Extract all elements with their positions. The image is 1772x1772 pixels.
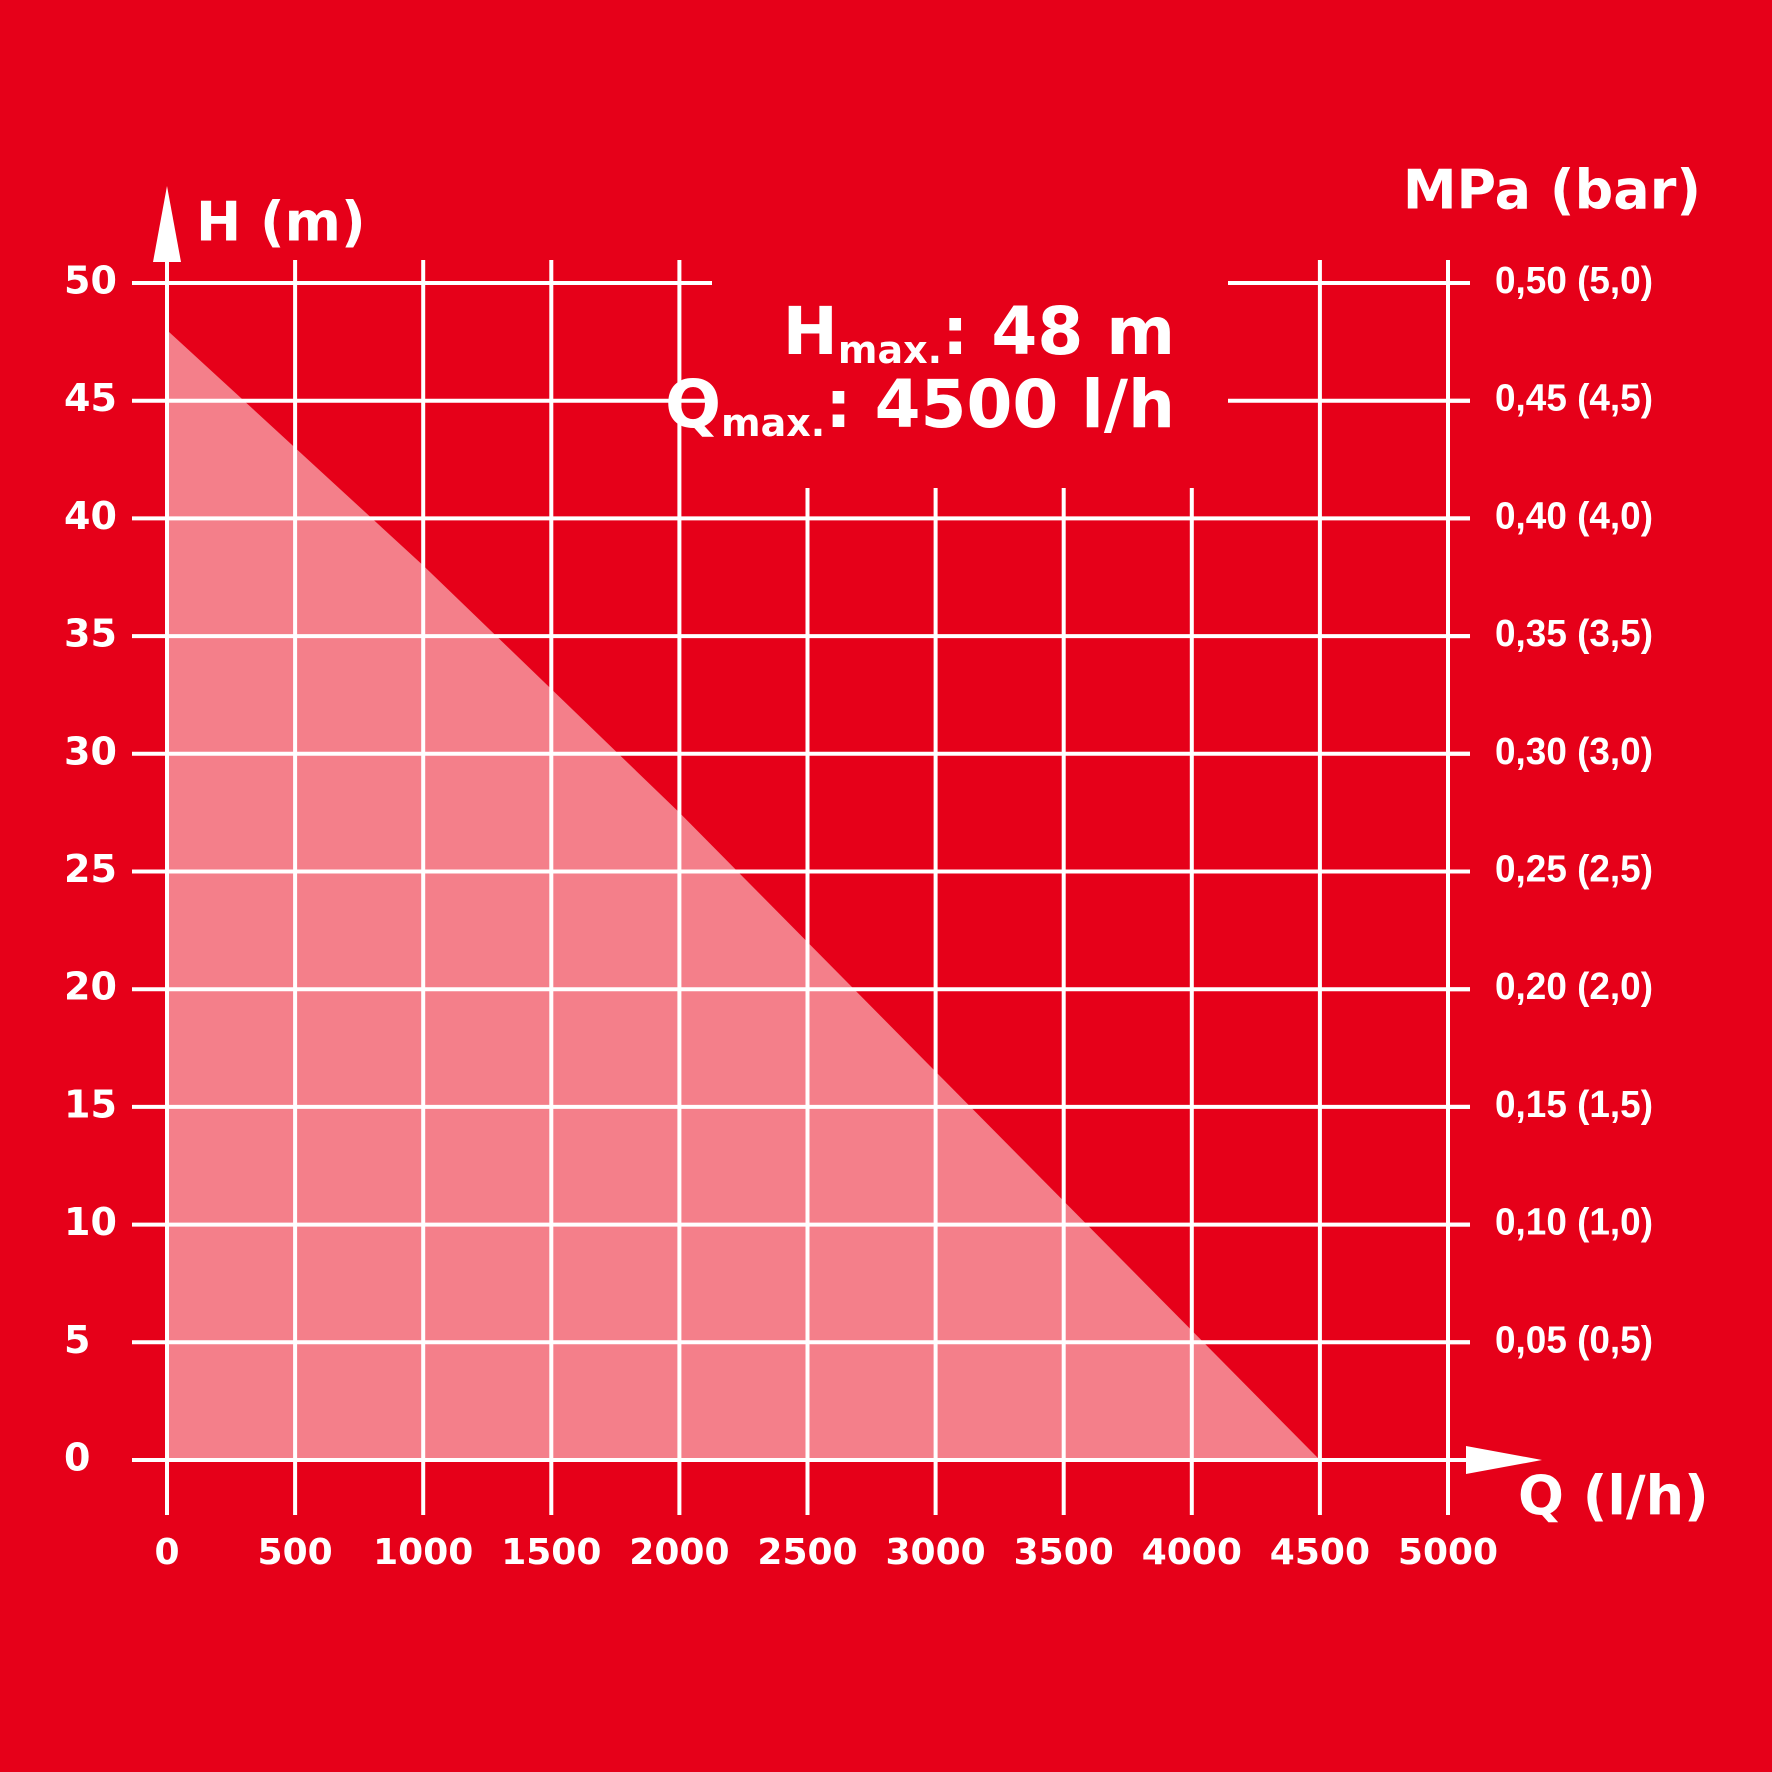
y-tick-label: 45: [64, 376, 117, 420]
y-tick-label: 50: [64, 259, 117, 303]
x-tick-label: 4500: [1270, 1532, 1370, 1573]
x-tick-label: 500: [258, 1532, 333, 1573]
y2-tick-label: 0,30 (3,0): [1495, 731, 1653, 773]
annotation-text: : 4500 l/h: [825, 366, 1175, 443]
annotation: Qmax.: 4500 l/h: [665, 366, 1175, 444]
y2-tick-label: 0,50 (5,0): [1495, 260, 1653, 302]
y2-tick-label: 0,05 (0,5): [1495, 1319, 1653, 1361]
x-tick-label: 2500: [757, 1532, 857, 1573]
y2-tick-label: 0,45 (4,5): [1495, 378, 1653, 420]
x-tick-label: 1000: [373, 1532, 473, 1573]
y2-tick-label: 0,25 (2,5): [1495, 849, 1653, 891]
y-tick-label: 40: [64, 494, 117, 538]
annotation-subscript: max.: [721, 401, 825, 445]
y2-tick-label: 0,35 (3,5): [1495, 613, 1653, 655]
y-tick-label: 15: [64, 1082, 117, 1126]
x-axis-arrow: [1466, 1446, 1542, 1474]
y-tick-label: 35: [64, 612, 117, 656]
x-tick-label: 2000: [629, 1532, 729, 1573]
y-tick-label: 20: [64, 965, 117, 1009]
annotation-text: : 48 m: [942, 293, 1175, 370]
y2-tick-label: 0,15 (1,5): [1495, 1084, 1653, 1126]
y-tick-label: 30: [64, 729, 117, 773]
plot-area: [132, 186, 1542, 1515]
y2-tick-label: 0,40 (4,0): [1495, 495, 1653, 537]
y-axis-arrow: [153, 186, 181, 262]
x-tick-label: 0: [154, 1532, 179, 1573]
x-tick-label: 3000: [885, 1532, 985, 1573]
x-tick-label: 1500: [501, 1532, 601, 1573]
y2-tick-label: 0,20 (2,0): [1495, 966, 1653, 1008]
annotation-subscript: max.: [838, 328, 942, 372]
annotation: Hmax.: 48 m: [783, 293, 1175, 371]
y-axis-label: H (m): [196, 191, 366, 254]
y-tick-label: 25: [64, 847, 117, 891]
x-tick-label: 4000: [1142, 1532, 1242, 1573]
annotation-symbol: Q: [665, 366, 721, 443]
annotation-symbol: H: [783, 293, 838, 370]
x-tick-label: 5000: [1398, 1532, 1498, 1573]
y2-tick-label: 0,10 (1,0): [1495, 1202, 1653, 1244]
area: [167, 330, 1320, 1461]
y-tick-label: 10: [64, 1200, 117, 1244]
x-axis-label: Q (l/h): [1518, 1465, 1709, 1528]
y-tick-label: 0: [64, 1436, 90, 1480]
y-tick-label: 5: [64, 1318, 90, 1362]
x-tick-label: 3500: [1014, 1532, 1114, 1573]
y2-axis-label: MPa (bar): [1403, 159, 1701, 222]
